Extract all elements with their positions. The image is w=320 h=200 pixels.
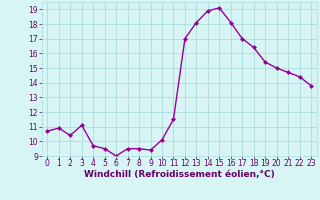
- X-axis label: Windchill (Refroidissement éolien,°C): Windchill (Refroidissement éolien,°C): [84, 170, 275, 179]
